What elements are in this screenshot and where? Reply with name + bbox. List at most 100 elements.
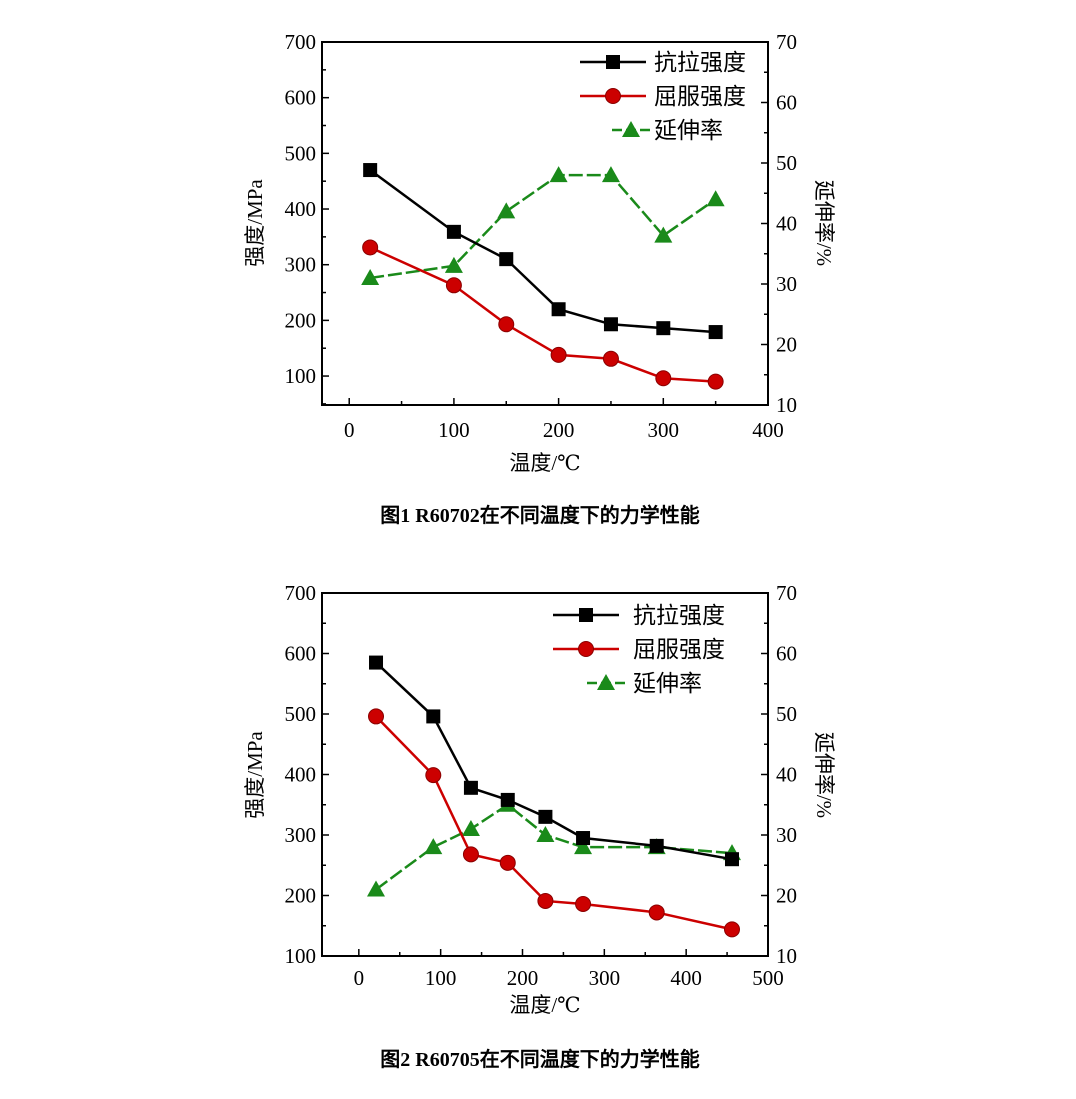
data-point [575, 895, 592, 912]
y-tick-label: 200 [285, 308, 317, 332]
y2-tick-label: 30 [776, 823, 797, 847]
y2-tick-label: 60 [776, 91, 797, 115]
series-line [369, 173, 717, 280]
data-point [551, 302, 566, 317]
y-tick-label: 200 [285, 884, 317, 908]
data-point [537, 892, 554, 909]
series-1 [368, 708, 740, 938]
x-tick-label: 400 [670, 966, 702, 990]
data-point [648, 904, 665, 921]
y2-tick-label: 60 [776, 642, 797, 666]
series-2 [361, 166, 725, 285]
legend-marker [579, 608, 593, 622]
x-tick-label: 100 [438, 418, 470, 442]
x-axis-title: 温度/℃ [509, 993, 580, 1017]
legend-label: 屈服强度 [633, 637, 725, 662]
data-point [724, 852, 739, 867]
legend-marker [605, 88, 621, 104]
y-tick-label: 500 [285, 702, 317, 726]
x-tick-label: 500 [752, 966, 784, 990]
data-point [602, 350, 619, 367]
data-point [499, 252, 514, 267]
y-tick-label: 100 [285, 944, 317, 968]
legend-marker [578, 641, 594, 657]
data-point [444, 256, 463, 273]
data-point [500, 792, 515, 807]
y2-axis-title: 延伸率/% [812, 180, 836, 266]
y2-tick-label: 50 [776, 151, 797, 175]
x-tick-label: 400 [752, 418, 784, 442]
y-tick-label: 500 [285, 141, 317, 165]
legend-label: 延伸率 [633, 671, 702, 696]
series-line [375, 715, 733, 931]
data-point [425, 767, 442, 784]
data-point [656, 321, 671, 336]
series-line [375, 661, 733, 861]
y2-tick-label: 10 [776, 393, 797, 417]
data-point [649, 838, 664, 853]
data-point [463, 780, 478, 795]
data-point [498, 316, 515, 333]
data-point [549, 166, 568, 183]
y-tick-label: 600 [285, 86, 317, 110]
data-point [363, 163, 378, 178]
x-tick-label: 200 [543, 418, 575, 442]
y-axis-title: 强度/MPa [243, 179, 267, 267]
x-tick-label: 100 [425, 966, 457, 990]
data-point [368, 708, 385, 725]
data-point [723, 921, 740, 938]
y-tick-label: 400 [285, 197, 317, 221]
y-tick-label: 700 [285, 30, 317, 54]
y2-tick-label: 20 [776, 884, 797, 908]
data-point [655, 370, 672, 387]
figure-caption: 图1 R60702在不同温度下的力学性能 [380, 503, 699, 527]
data-point [601, 166, 620, 183]
x-tick-label: 300 [648, 418, 680, 442]
data-point [426, 709, 441, 724]
data-point [654, 226, 673, 243]
y2-tick-label: 70 [776, 581, 797, 605]
x-axis-title: 温度/℃ [509, 451, 580, 475]
series-1 [362, 239, 724, 390]
y-tick-label: 400 [285, 763, 317, 787]
x-tick-label: 300 [589, 966, 621, 990]
data-point [424, 838, 443, 855]
x-tick-label: 200 [507, 966, 539, 990]
data-point [361, 268, 380, 285]
chart-2: 0 100 200 300 400 500 100 200 300 400 500 600 700 10 2… [243, 581, 836, 1071]
data-point [445, 277, 462, 294]
data-point [707, 373, 724, 390]
data-point [497, 202, 516, 219]
series-line [375, 803, 733, 891]
data-point [461, 819, 480, 836]
legend-label: 抗拉强度 [654, 50, 746, 75]
data-point [369, 655, 384, 670]
x-tick-label: 0 [344, 418, 355, 442]
y2-tick-label: 70 [776, 30, 797, 54]
y-tick-label: 300 [285, 823, 317, 847]
data-point [708, 325, 723, 340]
data-point [538, 809, 553, 824]
chart-1: 0 100 200 300 400 100 200 300 400 500 600 700 10 20 30… [243, 30, 836, 527]
legend-label: 抗拉强度 [633, 603, 725, 628]
y-tick-label: 300 [285, 253, 317, 277]
series-line [369, 246, 716, 383]
y-axis-title: 强度/MPa [243, 731, 267, 819]
data-point [536, 826, 555, 842]
y-tick-label: 100 [285, 364, 317, 388]
legend-label: 屈服强度 [654, 84, 746, 109]
data-point [446, 224, 461, 239]
y2-tick-label: 40 [776, 212, 797, 236]
data-point [462, 846, 479, 863]
y2-tick-label: 10 [776, 944, 797, 968]
y2-tick-label: 40 [776, 763, 797, 787]
data-point [706, 190, 725, 207]
y-tick-label: 700 [285, 581, 317, 605]
figure-caption: 图2 R60705在不同温度下的力学性能 [380, 1047, 699, 1071]
data-point [499, 854, 516, 871]
data-point [603, 317, 618, 332]
series-0 [363, 163, 723, 340]
